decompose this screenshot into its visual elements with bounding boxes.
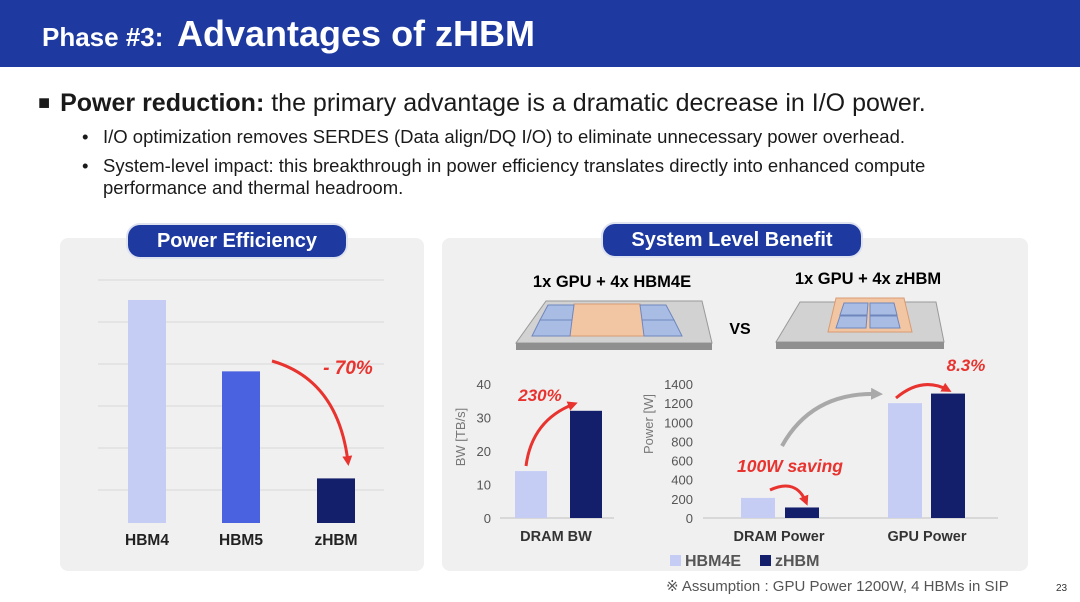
- efficiency-bar: [317, 478, 355, 523]
- vs-label: VS: [729, 321, 751, 338]
- efficiency-category-label: HBM4: [125, 532, 169, 549]
- bw-tick-label: 20: [477, 444, 491, 459]
- power-bar: [741, 498, 775, 518]
- bw-annotation: 230%: [517, 386, 561, 405]
- efficiency-category-label: HBM5: [219, 532, 263, 549]
- bw-tick-label: 40: [477, 377, 491, 392]
- power-tick-label: 1400: [664, 377, 693, 392]
- bw-growth-arrow-icon: [526, 404, 574, 466]
- saving-annotation: 100W saving: [737, 456, 843, 476]
- bw-tick-label: 0: [484, 511, 491, 526]
- bw-bar: [570, 411, 602, 518]
- power-tick-label: 1000: [664, 415, 693, 430]
- power-bar: [931, 394, 965, 518]
- gpu-annotation: 8.3%: [947, 356, 986, 375]
- assumption-footnote: ※ Assumption : GPU Power 1200W, 4 HBMs i…: [666, 577, 1009, 595]
- power-bar: [888, 403, 922, 518]
- power-ylabel: Power [W]: [641, 394, 656, 454]
- bw-ylabel: BW [TB/s]: [453, 408, 468, 467]
- legend-label-hbm4e: HBM4E: [685, 553, 741, 570]
- legend-label-zhbm: zHBM: [775, 553, 819, 570]
- impact-arrow-icon: [782, 394, 878, 446]
- efficiency-category-label: zHBM: [314, 532, 357, 549]
- power-tick-label: 200: [671, 492, 693, 507]
- reduction-annotation: - 70%: [323, 358, 373, 379]
- bw-tick-label: 30: [477, 411, 491, 426]
- saving-arrow-icon: [770, 486, 806, 502]
- power-tick-label: 600: [671, 454, 693, 469]
- config-zhbm-label: 1x GPU + 4x zHBM: [795, 270, 941, 288]
- gpu-zhbm-package-illustration: [776, 298, 944, 349]
- power-tick-label: 400: [671, 473, 693, 488]
- power-category-label: GPU Power: [888, 529, 967, 545]
- page-number: 23: [1056, 583, 1067, 594]
- bw-category-label: DRAM BW: [520, 529, 592, 545]
- efficiency-bar: [128, 300, 166, 523]
- power-tick-label: 0: [686, 511, 693, 526]
- power-bar: [785, 507, 819, 518]
- power-tick-label: 800: [671, 434, 693, 449]
- efficiency-bar: [222, 371, 260, 523]
- power-category-label: DRAM Power: [733, 529, 824, 545]
- power-tick-label: 1200: [664, 396, 693, 411]
- legend-swatch-hbm4e: [670, 555, 681, 566]
- legend-swatch-zhbm: [760, 555, 771, 566]
- bw-bar: [515, 471, 547, 518]
- config-hbm4e-label: 1x GPU + 4x HBM4E: [533, 273, 691, 291]
- bw-tick-label: 10: [477, 478, 491, 493]
- gpu-hbm4e-package-illustration: [516, 301, 712, 350]
